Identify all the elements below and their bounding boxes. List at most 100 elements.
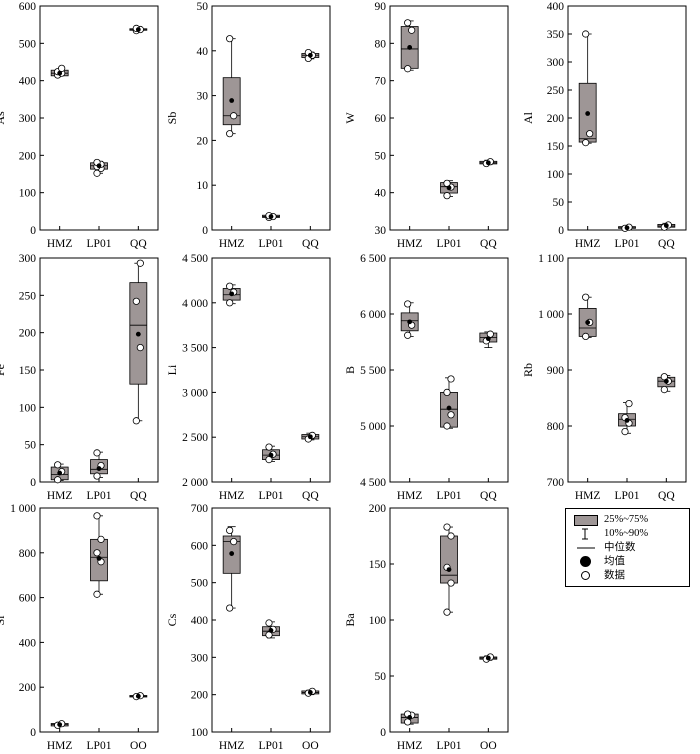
x-tick-label: QQ xyxy=(302,238,319,250)
data-point xyxy=(230,537,238,546)
mean-dot xyxy=(446,405,452,411)
y-tick-label: 600 xyxy=(191,540,209,552)
data-point xyxy=(660,385,668,394)
mean-dot xyxy=(407,715,413,720)
data-point xyxy=(136,343,144,352)
x-tick-label: LP01 xyxy=(87,740,112,749)
x-tick-label: HMZ xyxy=(575,490,601,502)
legend-label: 均值 xyxy=(604,556,625,567)
y-tick-label: 50 xyxy=(375,671,387,683)
y-tick-label: 100 xyxy=(19,402,37,414)
mean-dot xyxy=(268,628,274,633)
x-tick-label: QQ xyxy=(480,238,497,250)
legend-whisker-symbol xyxy=(582,528,588,540)
y-axis-label: Fe xyxy=(0,364,7,376)
y-tick-label: 500 xyxy=(191,578,209,590)
x-tick-label: HMZ xyxy=(219,238,245,250)
x-tick-label: LP01 xyxy=(259,238,284,250)
data-point xyxy=(54,476,62,484)
data-point xyxy=(54,461,62,469)
mean-dot xyxy=(96,556,102,561)
y-tick-label: 4 000 xyxy=(182,298,208,310)
data-point xyxy=(404,65,412,73)
y-tick-label: 250 xyxy=(547,85,565,97)
panel-frame xyxy=(567,257,687,483)
mean-dot xyxy=(307,434,313,440)
y-tick-label: 40 xyxy=(197,46,209,58)
box-iqr xyxy=(440,535,458,584)
y-axis-label: W xyxy=(343,112,357,124)
data-point xyxy=(625,399,633,408)
y-tick-label: 100 xyxy=(19,188,37,200)
x-tick-label: HMZ xyxy=(397,238,423,250)
y-axis-label: Cs xyxy=(165,613,179,626)
y-tick-label: 0 xyxy=(558,225,564,237)
x-tick-label: LP01 xyxy=(259,490,284,502)
y-axis-label: Rb xyxy=(521,363,535,377)
legend-item-iqr: 25%~75% xyxy=(566,513,687,527)
data-point xyxy=(136,259,144,267)
x-tick-label: QQ xyxy=(480,740,497,749)
x-tick-label: QQ xyxy=(302,490,319,502)
legend-item-whisker: 10%~90% xyxy=(566,527,687,541)
y-tick-label: 300 xyxy=(547,57,565,69)
legend-label: 中位数 xyxy=(604,542,636,553)
mean-dot xyxy=(96,466,102,471)
data-point xyxy=(265,443,273,451)
y-tick-label: 80 xyxy=(375,38,387,50)
y-tick-label: 150 xyxy=(369,559,387,571)
y-axis-label: Al xyxy=(521,111,535,124)
panel-frame xyxy=(389,257,509,483)
x-tick-label: LP01 xyxy=(615,238,640,250)
x-tick-label: HMZ xyxy=(575,238,601,250)
data-point xyxy=(93,549,101,557)
y-tick-label: 1 100 xyxy=(538,253,564,265)
y-tick-label: 900 xyxy=(547,365,565,377)
x-tick-label: QQ xyxy=(130,740,147,749)
y-tick-label: 50 xyxy=(25,440,37,452)
data-point xyxy=(226,35,234,43)
x-tick-label: QQ xyxy=(658,490,675,502)
y-tick-label: 5 000 xyxy=(360,421,386,433)
legend-mean-dot xyxy=(580,556,591,567)
x-tick-label: HMZ xyxy=(47,740,73,749)
data-point xyxy=(93,472,101,480)
data-point xyxy=(447,579,455,587)
legend-data-circle xyxy=(581,571,590,580)
y-tick-label: 0 xyxy=(380,727,386,739)
data-point xyxy=(443,388,451,396)
data-point xyxy=(582,139,590,147)
y-tick-label: 3 500 xyxy=(182,343,208,355)
mean-dot xyxy=(268,214,274,219)
y-tick-label: 50 xyxy=(197,1,209,13)
y-tick-label: 250 xyxy=(19,290,37,302)
data-point xyxy=(408,26,416,34)
legend-item-mean: 均值 xyxy=(566,555,687,569)
y-tick-label: 400 xyxy=(19,76,37,88)
y-tick-label: 800 xyxy=(547,421,565,433)
y-tick-label: 400 xyxy=(191,615,209,627)
data-point xyxy=(226,526,234,535)
y-tick-label: 20 xyxy=(197,135,209,147)
x-tick-label: LP01 xyxy=(615,490,640,502)
data-point xyxy=(443,608,451,616)
data-point xyxy=(93,590,101,598)
x-tick-label: QQ xyxy=(130,490,147,502)
y-tick-label: 350 xyxy=(547,29,565,41)
x-tick-label: HMZ xyxy=(397,490,423,502)
mean-dot xyxy=(135,331,141,337)
legend-item-data: 数据 xyxy=(566,569,687,583)
y-tick-label: 700 xyxy=(191,503,209,515)
data-point xyxy=(226,282,234,290)
y-tick-label: 150 xyxy=(547,141,565,153)
y-tick-label: 30 xyxy=(197,91,209,103)
y-tick-label: 200 xyxy=(19,682,37,694)
y-tick-label: 400 xyxy=(547,1,565,13)
y-tick-label: 4 500 xyxy=(182,253,208,265)
data-point xyxy=(226,604,234,612)
x-tick-label: HMZ xyxy=(47,238,73,250)
data-point xyxy=(132,417,140,425)
x-tick-label: LP01 xyxy=(437,490,462,502)
y-tick-label: 0 xyxy=(30,727,36,739)
